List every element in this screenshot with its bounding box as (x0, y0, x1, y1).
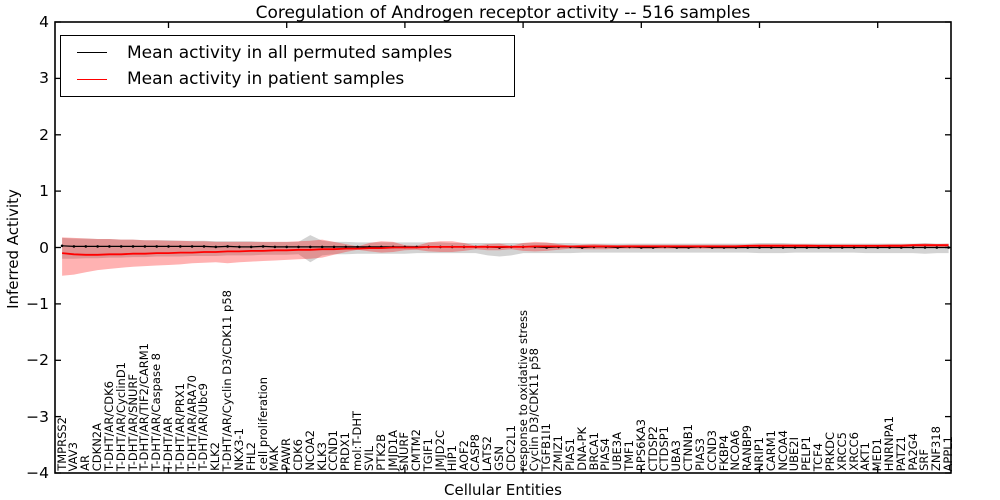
series-line-1 (62, 244, 949, 256)
series-marker (108, 245, 111, 248)
series-marker (202, 245, 206, 248)
series-marker (179, 245, 182, 248)
legend-item-permuted: Mean activity in all permuted samples (61, 43, 514, 63)
series-marker (864, 246, 868, 249)
series-marker (72, 245, 76, 248)
legend-line-patient-icon (77, 78, 107, 80)
series-marker (935, 246, 939, 249)
y-tick-label: 2 (39, 125, 49, 144)
y-tick-label: −3 (26, 407, 49, 426)
series-marker (758, 246, 761, 249)
legend-label-patient: Mean activity in patient samples (127, 69, 405, 90)
band-0 (62, 235, 949, 263)
legend-label-permuted: Mean activity in all permuted samples (127, 42, 453, 63)
series-marker (143, 245, 147, 248)
series-marker (793, 246, 797, 249)
series-marker (911, 246, 915, 249)
y-tick-label: −1 (26, 294, 49, 313)
series-marker (190, 245, 194, 248)
series-marker (119, 245, 123, 248)
series-marker (297, 245, 300, 249)
y-tick-label: −2 (26, 351, 49, 370)
series-marker (900, 246, 903, 249)
series-marker (770, 246, 773, 249)
y-tick-label: −4 (26, 464, 49, 482)
series-marker (840, 246, 844, 249)
series-marker (332, 245, 336, 249)
y-tick-label: 0 (39, 238, 49, 257)
series-marker (167, 245, 170, 248)
series-marker (273, 245, 277, 249)
legend-line-permuted-icon (77, 52, 107, 54)
series-marker (285, 245, 289, 249)
series-marker (320, 245, 324, 249)
series-marker (781, 246, 785, 249)
x-tick-label: APPL1 (941, 435, 956, 471)
x-axis-label: Cellular Entities (444, 481, 562, 499)
series-marker (888, 246, 891, 249)
series-marker (96, 245, 99, 248)
series-marker (829, 246, 832, 249)
series-marker (817, 246, 820, 249)
series-marker (131, 245, 135, 248)
y-tick-label: 4 (39, 13, 49, 31)
series-marker (238, 245, 241, 249)
legend-item-patient: Mean activity in patient samples (61, 69, 514, 89)
chart-title: Coregulation of Androgen receptor activi… (255, 3, 751, 23)
series-marker (876, 246, 879, 249)
series-marker (309, 245, 312, 249)
series-marker (923, 246, 927, 249)
series-marker (155, 245, 158, 248)
y-tick-label: 1 (39, 182, 49, 201)
series-marker (84, 245, 88, 248)
series-marker (249, 245, 253, 249)
series-marker (214, 245, 218, 249)
y-tick-label: 3 (39, 69, 49, 88)
series-marker (60, 244, 64, 248)
series-marker (805, 246, 809, 249)
series-marker (746, 246, 749, 249)
series-marker (226, 245, 229, 248)
series-marker (356, 245, 359, 249)
series-marker (261, 245, 265, 248)
series-marker (852, 246, 856, 249)
series-marker (344, 245, 348, 249)
legend: Mean activity in all permuted samples Me… (60, 35, 515, 97)
